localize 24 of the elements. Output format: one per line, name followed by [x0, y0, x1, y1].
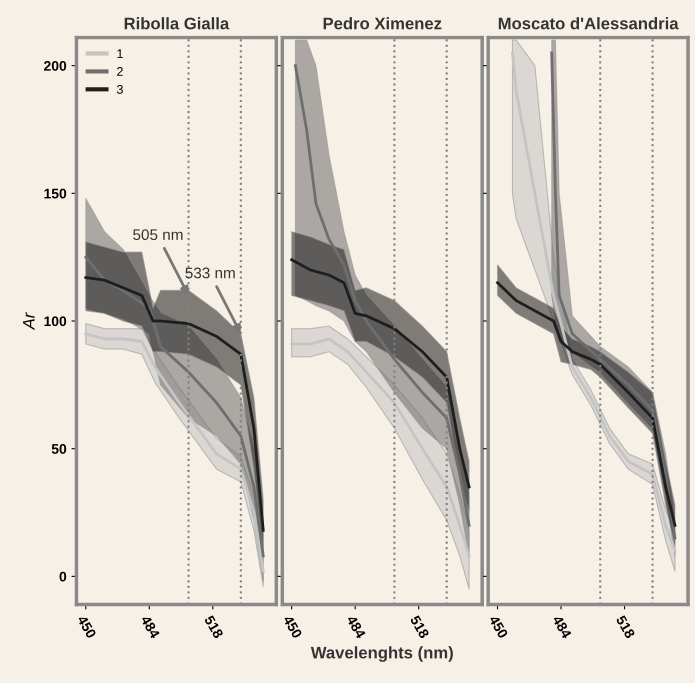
x-tick-label: 484 [140, 614, 160, 640]
y-tick-label: 50 [52, 444, 66, 454]
x-tick-label: 450 [488, 614, 508, 639]
x-tick-label: 518 [204, 614, 224, 639]
x-tick-label: 484 [346, 614, 366, 640]
x-tick-label: 450 [76, 614, 97, 639]
legend-label: 1 [117, 49, 123, 58]
chart-title: Moscato d'Alessandria [498, 17, 679, 30]
x-tick-label: 484 [552, 614, 572, 640]
legend-label: 2 [117, 67, 123, 76]
y-tick-label: 100 [44, 316, 66, 326]
annotation: 533 nm [185, 268, 235, 278]
y-tick-label: 0 [60, 572, 66, 582]
y-tick-label: 200 [44, 60, 66, 71]
chart-title: Ribolla Gialla [124, 17, 230, 30]
annotation: 505 nm [133, 229, 182, 240]
x-tick-label: 450 [282, 614, 302, 639]
chart-title: Pedro Ximenez [324, 17, 442, 30]
x-tick-label: 518 [616, 614, 636, 639]
y-tick-label: 150 [44, 188, 66, 198]
x-axis-title: Wavelenghts (nm) [310, 646, 453, 662]
y-axis-title: Ar [23, 312, 35, 330]
x-tick-label: 518 [410, 614, 430, 639]
legend-label: 3 [116, 84, 123, 94]
